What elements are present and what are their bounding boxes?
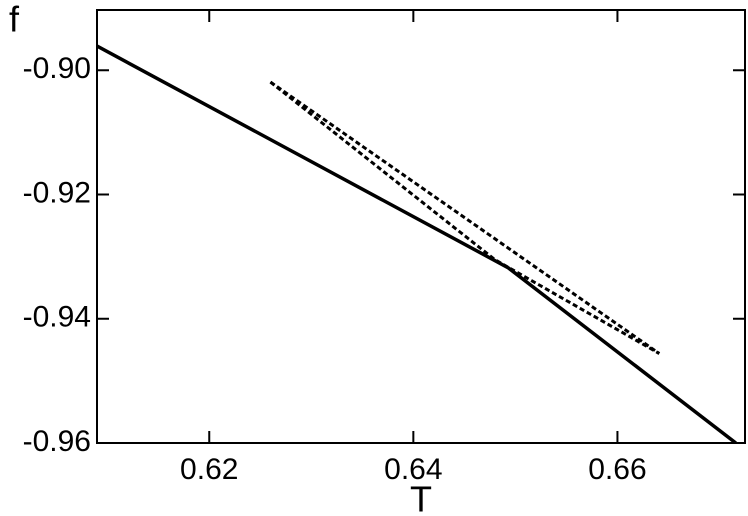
- plot-frame: [96, 9, 746, 444]
- y-tick-label: -0.90: [23, 52, 91, 85]
- x-tick-label: 0.66: [588, 453, 646, 486]
- series-line: [269, 80, 661, 355]
- y-tick-label: -0.96: [23, 425, 91, 458]
- y-tick-label: -0.94: [23, 301, 91, 334]
- y-axis-label: f: [9, 0, 20, 40]
- x-tick-label: 0.64: [384, 453, 442, 486]
- x-axis-label: T: [410, 479, 432, 516]
- x-tick-label: 0.62: [180, 453, 238, 486]
- y-tick-label: -0.92: [23, 176, 91, 209]
- series-line: [269, 80, 661, 355]
- series-line: [97, 44, 737, 443]
